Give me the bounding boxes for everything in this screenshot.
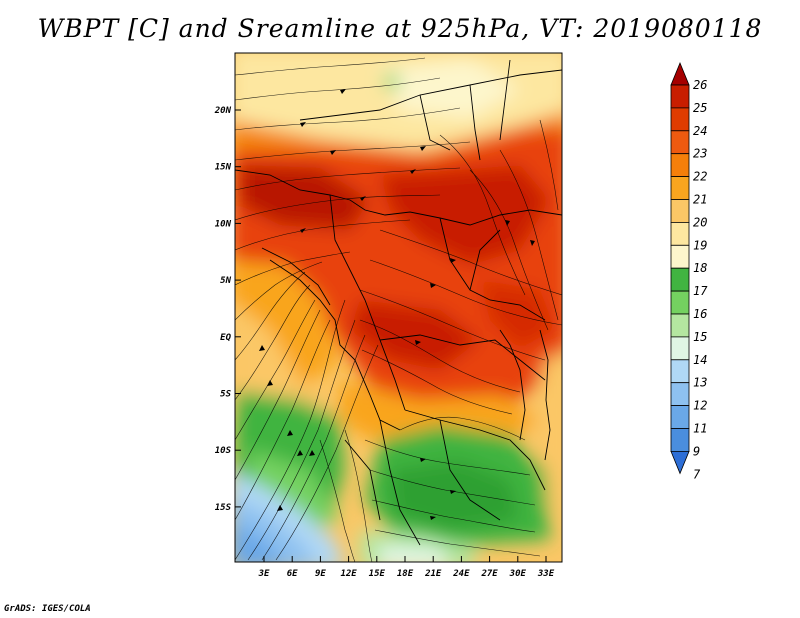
- map-title: WBPT [C] and Sreamline at 925hPa, VT: 20…: [37, 14, 763, 43]
- lat-label: 10S: [215, 446, 232, 456]
- colorbar-label: 13: [693, 376, 707, 390]
- grads-credit: GrADS: IGES/COLA: [4, 604, 91, 614]
- colorbar-box: [670, 84, 690, 109]
- colorbar-label: 14: [693, 353, 707, 367]
- colorbar-box: [670, 382, 690, 407]
- country-borders: [235, 59, 562, 546]
- lon-label: 33E: [537, 569, 555, 579]
- colorbar-label: 7: [693, 467, 701, 481]
- map-frame: [234, 52, 563, 563]
- lon-label: 9E: [315, 569, 326, 579]
- lat-label: 10N: [215, 219, 232, 229]
- colorbar-top-arrow: [670, 61, 690, 86]
- colorbar-box: [670, 130, 690, 155]
- colorbar-label: 24: [693, 124, 707, 138]
- colorbar-label: 17: [693, 284, 708, 298]
- lon-label: 18E: [397, 569, 414, 579]
- colorbar-box: [670, 405, 690, 429]
- streamlines: [235, 57, 562, 562]
- colorbar-label: 22: [693, 170, 707, 184]
- lat-label: 20N: [214, 106, 232, 116]
- colorbar-label: 12: [693, 399, 707, 413]
- lon-label: 12E: [340, 569, 357, 579]
- colorbar-label: 23: [693, 147, 707, 161]
- lon-label: 24E: [452, 569, 470, 579]
- colorbar-label: 21: [693, 193, 707, 207]
- colorbar-label: 19: [693, 238, 707, 252]
- lon-label: 3E: [258, 569, 270, 579]
- lon-label: 30E: [509, 569, 527, 579]
- colorbar-label: 26: [693, 78, 707, 92]
- colorbar-label: 11: [693, 422, 707, 436]
- colorbar-label: 16: [693, 307, 707, 321]
- lon-label: 21E: [424, 569, 442, 579]
- streamline-arrows: [259, 89, 535, 520]
- colorbar-label: 25: [693, 101, 707, 115]
- longitude-axis: 3E 6E 9E 12E 15E 18E 21E 24E 27E 30E 33E: [258, 556, 555, 579]
- colorbar-box: [670, 153, 690, 177]
- lat-label: 5S: [220, 390, 231, 400]
- lat-label: 15S: [215, 503, 232, 513]
- colorbar-box: [670, 290, 690, 315]
- colorbar-bottom-arrow: [670, 450, 690, 475]
- lon-label: 27E: [480, 569, 498, 579]
- colorbar-box: [670, 221, 690, 246]
- lon-label: 15E: [369, 569, 386, 579]
- colorbar-box: [670, 267, 690, 292]
- latitude-axis: 20N 15N 10N 5N EQ 5S 10S 15S: [214, 106, 241, 513]
- colorbar-box: [670, 176, 690, 200]
- colorbar-box: [670, 336, 690, 361]
- colorbar-box: [670, 359, 690, 384]
- colorbar-label: 9: [693, 444, 700, 458]
- lat-label: 15N: [215, 163, 232, 173]
- colorbar-box: [670, 428, 690, 452]
- colorbar: 26 25 24 23 22 21 20 19 18 17 16 15 14 13 12 11 9 7: [670, 61, 708, 481]
- lon-label: 6E: [287, 569, 298, 579]
- colorbar-label: 15: [693, 330, 707, 344]
- colorbar-label: 20: [693, 215, 707, 229]
- wbpt-field: [235, 53, 562, 562]
- lat-label: EQ: [220, 333, 231, 343]
- lat-label: 5N: [220, 276, 231, 286]
- colorbar-box: [670, 107, 690, 132]
- colorbar-label: 18: [693, 261, 707, 275]
- colorbar-box: [670, 244, 690, 269]
- colorbar-box: [670, 199, 690, 223]
- colorbar-box: [670, 313, 690, 338]
